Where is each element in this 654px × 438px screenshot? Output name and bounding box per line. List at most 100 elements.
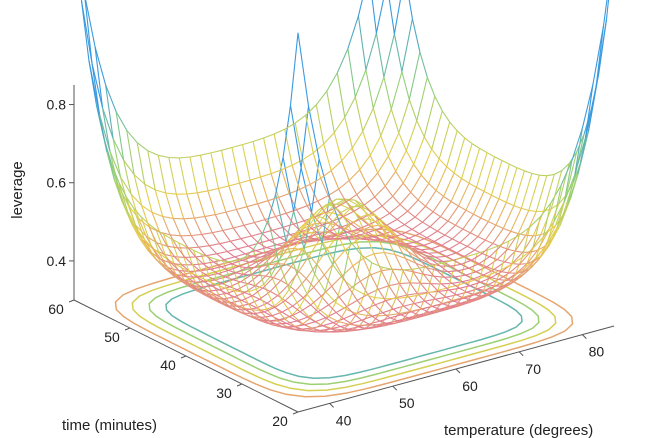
mesh-segment bbox=[463, 294, 475, 299]
mesh-segment bbox=[421, 256, 430, 264]
mesh-segment bbox=[371, 205, 383, 214]
mesh-segment bbox=[175, 194, 185, 219]
mesh-segment bbox=[469, 277, 481, 283]
mesh-segment bbox=[453, 259, 462, 265]
mesh-segment bbox=[450, 201, 459, 207]
mesh-segment bbox=[305, 278, 315, 288]
mesh-segment bbox=[287, 271, 300, 286]
mesh-segment bbox=[259, 252, 271, 258]
mesh-segment bbox=[229, 302, 238, 307]
mesh-segment bbox=[314, 216, 323, 226]
mesh-segment bbox=[542, 202, 552, 238]
mesh-segment bbox=[420, 282, 431, 285]
mesh-segment bbox=[320, 316, 329, 326]
y-tick-mark bbox=[180, 355, 187, 359]
mesh-segment bbox=[288, 289, 301, 308]
mesh-segment bbox=[435, 255, 447, 258]
mesh-segment bbox=[411, 228, 420, 235]
mesh-segment bbox=[317, 307, 329, 318]
mesh-segment bbox=[174, 256, 186, 258]
mesh-segment bbox=[265, 275, 274, 279]
mesh-segment bbox=[383, 33, 395, 78]
mesh-segment bbox=[455, 224, 464, 230]
mesh-segment bbox=[324, 290, 337, 303]
mesh-segment bbox=[141, 205, 150, 228]
mesh-segment bbox=[266, 302, 275, 308]
mesh-segment bbox=[317, 231, 328, 233]
mesh-segment bbox=[228, 185, 237, 210]
mesh-segment bbox=[275, 194, 287, 242]
mesh-segment bbox=[379, 317, 391, 322]
mesh-segment bbox=[509, 163, 518, 169]
mesh-segment bbox=[197, 190, 209, 194]
mesh-segment bbox=[436, 270, 445, 278]
mesh-segment bbox=[342, 242, 352, 280]
mesh-segment bbox=[289, 105, 302, 168]
mesh-segment bbox=[356, 313, 368, 317]
mesh-segment bbox=[404, 224, 413, 230]
mesh-segment bbox=[437, 262, 447, 291]
mesh-segment bbox=[413, 244, 424, 248]
mesh-segment bbox=[88, 60, 97, 105]
mesh-segment bbox=[524, 170, 533, 174]
mesh-segment bbox=[392, 196, 401, 205]
mesh-segment bbox=[248, 303, 257, 309]
mesh-segment bbox=[533, 234, 541, 237]
mesh-segment bbox=[123, 159, 132, 195]
mesh-segment bbox=[347, 15, 359, 49]
mesh-segment bbox=[329, 212, 342, 225]
mesh-segment bbox=[147, 150, 156, 191]
mesh-segment bbox=[516, 167, 525, 172]
mesh-segment bbox=[246, 206, 255, 223]
mesh-segment bbox=[374, 235, 386, 242]
mesh-segment bbox=[231, 144, 243, 149]
mesh-segment bbox=[458, 281, 470, 286]
mesh-segment bbox=[211, 282, 220, 287]
mesh-segment bbox=[408, 51, 421, 100]
mesh-segment bbox=[190, 235, 200, 248]
mesh-segment bbox=[448, 287, 460, 291]
mesh-segment bbox=[405, 241, 417, 245]
mesh-segment bbox=[275, 216, 284, 228]
mesh-segment bbox=[446, 252, 457, 257]
mesh-segment bbox=[331, 212, 343, 217]
mesh-segment bbox=[350, 319, 362, 325]
mesh-segment bbox=[408, 99, 418, 121]
mesh-segment bbox=[284, 122, 296, 130]
mesh-segment bbox=[214, 279, 223, 285]
mesh-segment bbox=[373, 253, 382, 272]
mesh-segment bbox=[362, 324, 371, 330]
mesh-segment bbox=[356, 232, 368, 239]
mesh-segment bbox=[261, 232, 270, 241]
mesh-segment bbox=[406, 294, 417, 298]
mesh-segment bbox=[388, 0, 395, 34]
mesh-segment bbox=[259, 290, 271, 300]
mesh-segment bbox=[156, 242, 165, 255]
mesh-segment bbox=[215, 211, 227, 216]
mesh-segment bbox=[511, 251, 524, 264]
mesh-segment bbox=[245, 309, 254, 315]
mesh-segment bbox=[95, 104, 105, 139]
mesh-segment bbox=[261, 229, 273, 234]
mesh-segment bbox=[357, 228, 366, 234]
mesh-segment bbox=[529, 249, 538, 253]
mesh-segment bbox=[311, 228, 320, 235]
mesh-segment bbox=[292, 305, 301, 313]
floor-contour bbox=[165, 246, 523, 380]
mesh-segment bbox=[486, 259, 498, 268]
mesh-segment bbox=[301, 249, 310, 257]
mesh-segment bbox=[371, 224, 379, 227]
mesh-segment bbox=[540, 208, 552, 235]
mesh-segment bbox=[317, 304, 329, 313]
mesh-segment bbox=[253, 222, 263, 234]
mesh-segment bbox=[444, 276, 453, 284]
mesh-segment bbox=[528, 175, 540, 211]
mesh-segment bbox=[397, 244, 406, 259]
mesh-segment bbox=[341, 160, 350, 181]
mesh-segment bbox=[377, 155, 389, 174]
mesh-segment bbox=[260, 237, 272, 276]
mesh-segment bbox=[231, 147, 241, 184]
mesh-segment bbox=[383, 252, 393, 270]
x-tick-label: 70 bbox=[525, 361, 541, 377]
